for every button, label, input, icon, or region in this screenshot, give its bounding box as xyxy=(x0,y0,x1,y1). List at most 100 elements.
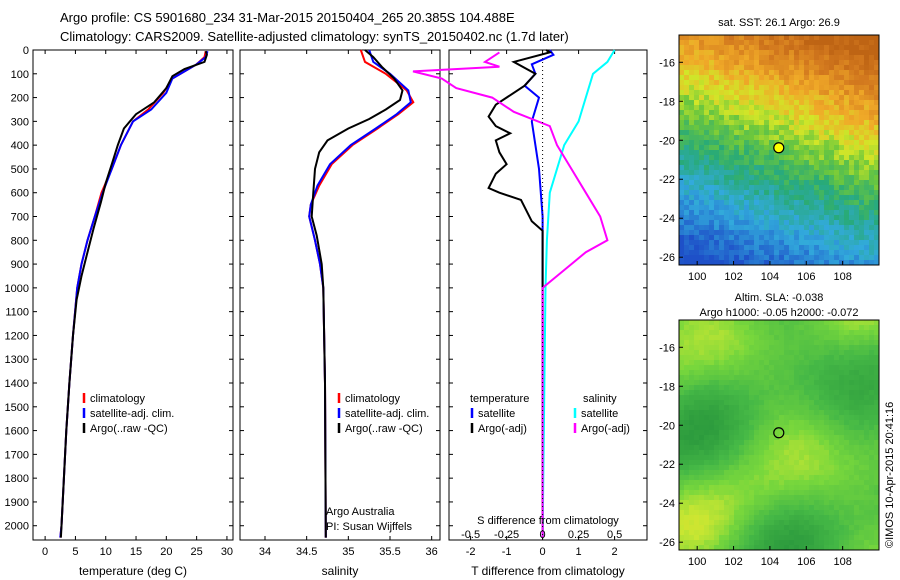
header-line-2: Climatology: CARS2009. Satellite-adjuste… xyxy=(60,29,569,44)
argo-float-marker xyxy=(773,142,785,154)
depth-tick-label: 100 xyxy=(11,69,29,81)
legend-temperature-title: temperature xyxy=(470,393,529,405)
legend-label: Argo(-adj) xyxy=(581,423,630,435)
sla-title: Altim. SLA: -0.038 xyxy=(735,292,824,304)
sla_map-lat-label: -16 xyxy=(659,342,675,354)
depth-tick-label: 600 xyxy=(11,188,29,200)
sla_map-lon-label: 102 xyxy=(724,556,742,568)
s-difference-tick: 0 xyxy=(540,529,546,541)
legend-label: satellite xyxy=(478,408,515,420)
temperature-xtick-label: 10 xyxy=(100,546,112,558)
depth-tick-label: 2000 xyxy=(5,521,29,533)
temperature-xtick-label: 30 xyxy=(221,546,233,558)
depth-tick-label: 1000 xyxy=(5,283,29,295)
legend-label: satellite xyxy=(581,408,618,420)
float-operator: Argo Australia xyxy=(326,506,395,518)
sst-title: sat. SST: 26.1 Argo: 26.9 xyxy=(718,17,840,29)
depth-tick-label: 300 xyxy=(11,116,29,128)
difference-xtick-label: 0 xyxy=(540,546,546,558)
legend-label: climatology xyxy=(345,393,401,405)
sla_map-field xyxy=(679,320,879,550)
depth-tick-label: 1900 xyxy=(5,497,29,509)
sst_map-lon-label: 104 xyxy=(761,271,779,283)
float-pi: PI: Susan Wijffels xyxy=(326,521,412,533)
difference-series-argo-adj- xyxy=(412,51,609,538)
map-sla_map: 100 102 104 106 108 -16 -18 -20 -22 -24 -26 Altim. … xyxy=(659,292,880,568)
salinity-xtick-label: 36 xyxy=(426,546,438,558)
depth-tick-label: 1600 xyxy=(5,426,29,438)
depth-tick-label: 800 xyxy=(11,235,29,247)
s-difference-label: S difference from climatology xyxy=(477,515,619,527)
sst_map-lat-label: -24 xyxy=(659,213,675,225)
salinity-xtick-label: 34 xyxy=(259,546,271,558)
temperature-xlabel: temperature (deg C) xyxy=(79,564,187,578)
salinity-xtick-label: 35.5 xyxy=(379,546,400,558)
salinity-series-argo-raw-qc- xyxy=(310,49,404,538)
maps-layer: 100 102 104 106 108 -16 -18 -20 -22 -24 -26 sat. SS… xyxy=(659,17,880,568)
depth-tick-label: 1700 xyxy=(5,449,29,461)
salinity-series-satellite-adj-clim- xyxy=(308,49,412,538)
depth-tick-label: 500 xyxy=(11,164,29,176)
sla_map-lat-label: -24 xyxy=(659,498,675,510)
sst_map-lon-label: 102 xyxy=(724,271,742,283)
difference-xtick-label: 1 xyxy=(576,546,582,558)
legend-label: Argo(..raw -QC) xyxy=(345,423,423,435)
panel-salinity: 34 34.5 35 35.5 36 salinity climatology satelli… xyxy=(239,49,441,578)
sla_map-lon-label: 106 xyxy=(797,556,815,568)
salinity-xlabel: salinity xyxy=(322,564,359,578)
sla-subtitle: Argo h1000: -0.05 h2000: -0.072 xyxy=(699,307,858,319)
salinity-xtick-label: 35 xyxy=(342,546,354,558)
sla_map-lat-label: -18 xyxy=(659,381,675,393)
legend-label: satellite-adj. clim. xyxy=(345,408,429,420)
legend-salinity-title: salinity xyxy=(583,393,617,405)
depth-tick-label: 900 xyxy=(11,259,29,271)
argo-float-marker xyxy=(773,427,785,439)
temperature-series-argo-raw-qc- xyxy=(59,50,208,538)
depth-tick-label: 1400 xyxy=(5,378,29,390)
sst_map-frame xyxy=(678,34,880,266)
depth-tick-label: 0 xyxy=(23,45,29,57)
panel-difference: -2 -1 0 1 2 T difference from climatology temp… xyxy=(412,49,648,578)
difference-series-satellite xyxy=(523,49,555,538)
difference-xtick-label: 2 xyxy=(612,546,618,558)
sla_map-lon-label: 108 xyxy=(833,556,851,568)
sla_map-frame xyxy=(678,319,880,551)
depth-tick-label: 1800 xyxy=(5,473,29,485)
temperature-xtick-label: 20 xyxy=(160,546,172,558)
difference-xtick-label: -1 xyxy=(502,546,512,558)
sst_map-field xyxy=(679,35,879,265)
difference-xtick-label: -2 xyxy=(466,546,476,558)
difference-xlabel: T difference from climatology xyxy=(471,564,625,578)
sst_map-lon-label: 100 xyxy=(688,271,706,283)
sla_map-lat-label: -22 xyxy=(659,459,675,471)
panel-temperature: 0100200300400500600700800900100011001200… xyxy=(5,45,234,578)
temperature-frame xyxy=(32,49,234,541)
header-line-1: Argo profile: CS 5901680_234 31-Mar-2015… xyxy=(60,10,515,25)
map-sst_map: 100 102 104 106 108 -16 -18 -20 -22 -24 -26 sat. SS… xyxy=(659,17,880,283)
difference-series-satellite xyxy=(541,49,616,538)
temperature-xtick-label: 0 xyxy=(42,546,48,558)
sst_map-lon-label: 108 xyxy=(833,271,851,283)
sst_map-lat-label: -20 xyxy=(659,135,675,147)
salinity-xtick-label: 34.5 xyxy=(296,546,317,558)
s-difference-tick: 0.5 xyxy=(607,529,622,541)
depth-tick-label: 400 xyxy=(11,140,29,152)
depth-tick-label: 1200 xyxy=(5,330,29,342)
salinity-frame xyxy=(239,49,441,541)
profiles-layer: 0100200300400500600700800900100011001200… xyxy=(5,45,648,578)
temperature-xtick-label: 15 xyxy=(130,546,142,558)
difference-series-argo-adj- xyxy=(487,49,553,538)
legend-label: climatology xyxy=(90,393,146,405)
depth-tick-label: 1300 xyxy=(5,354,29,366)
temperature-xtick-label: 5 xyxy=(72,546,78,558)
sla_map-lon-label: 100 xyxy=(688,556,706,568)
depth-tick-label: 1500 xyxy=(5,402,29,414)
legend-label: satellite-adj. clim. xyxy=(90,408,174,420)
depth-tick-label: 1100 xyxy=(5,307,29,319)
legend-label: Argo(-adj) xyxy=(478,423,527,435)
temperature-xtick-label: 25 xyxy=(191,546,203,558)
sst_map-lat-label: -26 xyxy=(659,252,675,264)
sst_map-lon-label: 106 xyxy=(797,271,815,283)
sla_map-lat-label: -20 xyxy=(659,420,675,432)
